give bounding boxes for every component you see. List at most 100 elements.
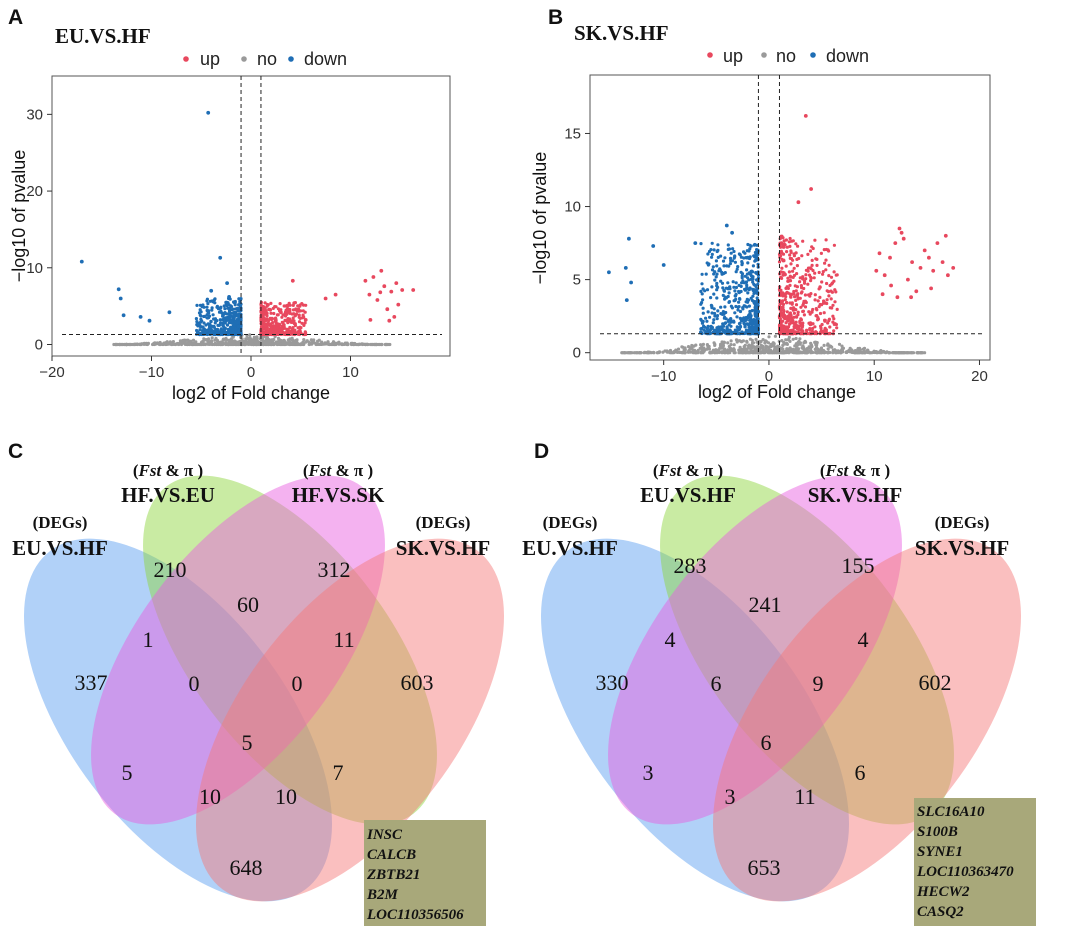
b-point-down — [700, 292, 704, 296]
b-point-no — [786, 350, 790, 354]
a-point-up — [297, 313, 301, 317]
a-point-down — [213, 297, 217, 301]
a-point-down — [206, 322, 210, 326]
b-point-no — [888, 351, 892, 355]
b-point-up — [927, 255, 931, 260]
b-point-up — [811, 246, 815, 251]
b-point-up — [899, 230, 904, 235]
a-point-down — [239, 331, 243, 335]
b-point-up — [780, 266, 784, 270]
b-point-up — [822, 299, 826, 303]
b-point-down — [756, 252, 760, 256]
b-point-no — [724, 350, 728, 354]
a-point-no — [210, 336, 214, 340]
a-point-no — [142, 342, 146, 346]
a-point-up — [367, 292, 372, 297]
b-point-up — [820, 280, 824, 284]
b-point-up — [823, 330, 827, 334]
b-point-up — [812, 276, 816, 280]
a-point-down — [211, 329, 215, 333]
b-point-up — [792, 321, 796, 325]
a-point-no — [281, 342, 285, 347]
b-point-up — [791, 239, 795, 243]
b-point-down — [737, 283, 741, 287]
a-point-up — [288, 331, 292, 335]
b-point-no — [676, 347, 681, 351]
a-point-up — [297, 320, 302, 324]
b-point-up — [806, 269, 810, 273]
b-point-no — [699, 343, 703, 347]
b-point-no — [853, 349, 858, 353]
b-point-no — [818, 349, 823, 353]
b-point-up — [835, 326, 839, 330]
b-point-up — [787, 329, 791, 333]
a-y-tick-label: 30 — [26, 106, 43, 123]
b-point-no — [642, 351, 646, 355]
venn-d-gene-6: CASQ2 — [917, 904, 964, 920]
b-point-down — [728, 330, 732, 334]
b-point-down — [755, 248, 759, 252]
volcano-b-legend: up no down — [707, 46, 869, 66]
a-point-down — [212, 324, 216, 328]
volcano-a-x-ticks: −20 −10 0 10 — [39, 356, 359, 381]
a-point-no — [226, 342, 231, 346]
a-x-tick-label: 0 — [247, 364, 255, 381]
venn-c-gene-1: INSC — [366, 827, 403, 843]
b-point-no — [798, 337, 802, 341]
b-point-down — [719, 325, 724, 329]
b-point-no — [761, 338, 765, 342]
a-point-no — [267, 342, 272, 346]
a-point-no — [176, 342, 180, 346]
b-point-up — [788, 253, 792, 257]
b-point-no — [745, 348, 749, 352]
b-point-down — [739, 289, 743, 294]
a-point-up — [300, 321, 304, 325]
a-point-up — [279, 326, 284, 330]
b-point-down — [735, 325, 739, 329]
b-point-up — [798, 296, 802, 300]
b-point-down — [721, 259, 726, 263]
a-point-up — [290, 319, 294, 323]
a-point-down — [229, 305, 234, 309]
panel-b-volcano: B SK.VS.HF up no down −10 0 10 20 0 5 10 15 lo… — [530, 6, 991, 402]
volcano-a-plot-area — [51, 75, 451, 357]
a-point-down — [222, 320, 226, 324]
a-point-no — [317, 338, 321, 342]
a-point-up — [265, 317, 269, 321]
a-point-down — [227, 303, 231, 307]
b-point-no — [916, 351, 920, 355]
a-point-no — [152, 341, 156, 345]
b-point-up — [795, 272, 799, 276]
volcano-b-x-ticks: −10 0 10 20 — [651, 360, 988, 385]
venn-d-count-abc: 6 — [711, 671, 722, 696]
a-point-up — [283, 304, 287, 308]
a-point-up — [265, 302, 269, 307]
b-point-up — [789, 262, 793, 266]
b-point-down — [729, 251, 733, 255]
venn-c-set-labels: (DEGs) EU.VS.HF (Fst & π ) HF.VS.EU (Fst… — [12, 461, 490, 560]
a-point-no — [257, 342, 261, 347]
b-point-down — [726, 319, 730, 323]
a-point-down — [225, 281, 230, 285]
b-point-down — [723, 305, 727, 309]
b-point-down — [733, 260, 738, 264]
b-point-down — [737, 300, 741, 304]
b-point-up — [788, 279, 793, 283]
b-point-down — [726, 287, 730, 291]
a-point-no — [298, 342, 303, 347]
b-point-no — [868, 351, 872, 355]
b-point-down — [714, 332, 719, 336]
b-point-no — [902, 351, 906, 355]
venn-c-ellipse-3 — [91, 475, 385, 825]
a-point-no — [342, 342, 346, 346]
a-point-down — [225, 312, 229, 316]
a-point-no — [340, 342, 344, 347]
b-point-down — [715, 272, 719, 276]
b-point-down — [741, 307, 745, 311]
venn-d-count-ab: 4 — [665, 627, 676, 652]
b-point-up — [803, 305, 808, 309]
b-point-down — [730, 230, 734, 235]
a-point-up — [261, 311, 265, 315]
b-point-up — [788, 322, 792, 326]
b-point-up — [790, 292, 794, 296]
